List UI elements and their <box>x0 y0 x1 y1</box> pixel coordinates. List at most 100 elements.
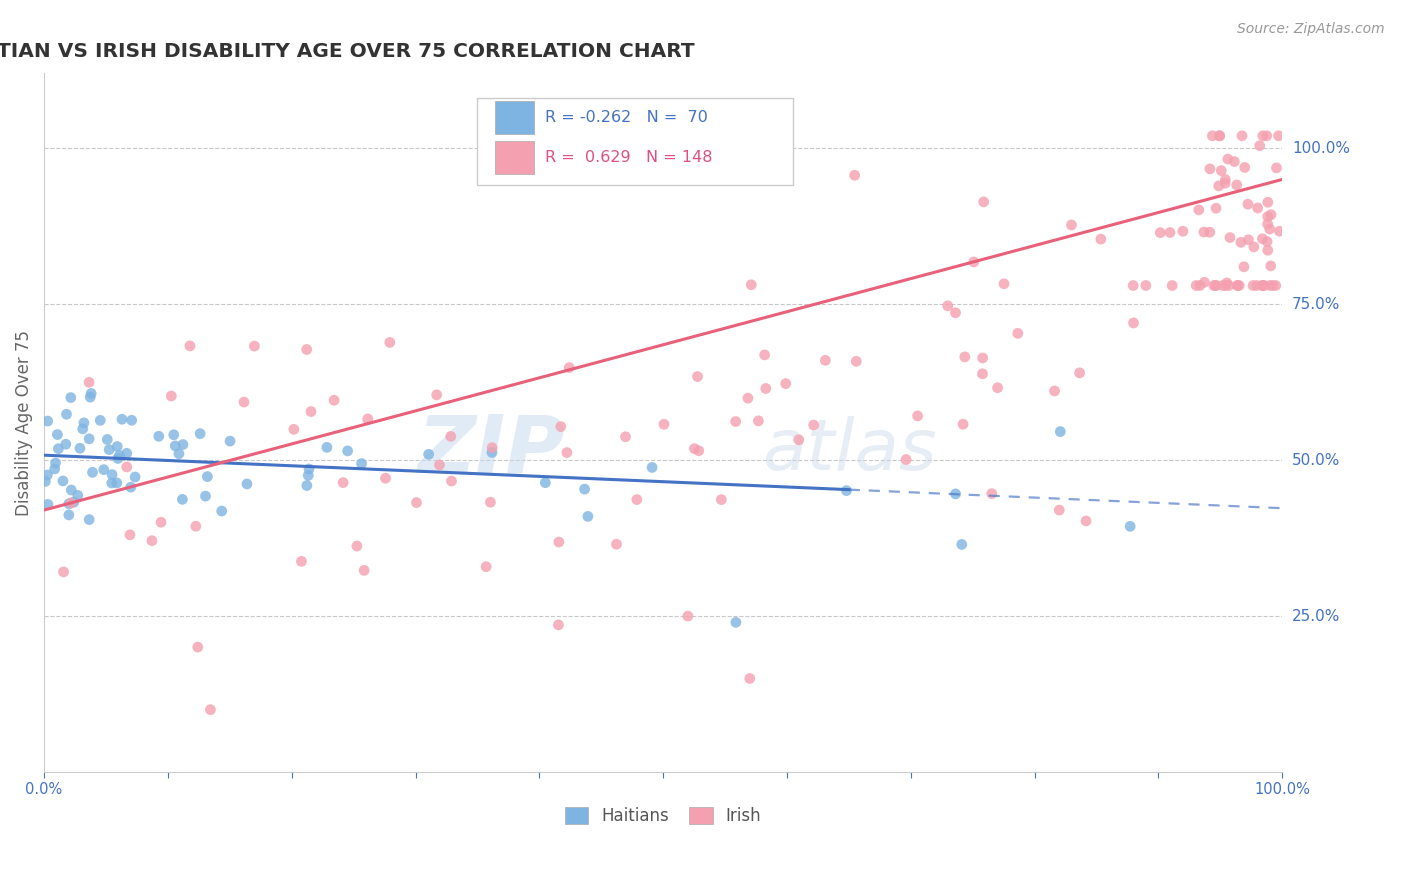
Point <box>77 512 100 526</box>
Point <box>1230 235 1253 250</box>
Point <box>1194 275 1216 289</box>
Point <box>1226 178 1249 192</box>
Point <box>479 495 502 509</box>
Point <box>1188 278 1211 293</box>
Point <box>724 415 747 429</box>
Text: 25.0%: 25.0% <box>1292 608 1340 624</box>
Point <box>1205 201 1227 215</box>
Point <box>1198 225 1220 239</box>
Point <box>211 504 233 518</box>
Point <box>688 443 710 458</box>
Point <box>1060 218 1083 232</box>
Point <box>357 412 380 426</box>
Point <box>121 413 143 427</box>
Point <box>945 306 967 320</box>
Point <box>105 440 128 454</box>
Point <box>1171 224 1194 238</box>
Point <box>111 412 134 426</box>
Text: 100.0%: 100.0% <box>1292 141 1350 156</box>
Point <box>1243 240 1265 254</box>
Point <box>179 339 201 353</box>
Text: HAITIAN VS IRISH DISABILITY AGE OVER 75 CORRELATION CHART: HAITIAN VS IRISH DISABILITY AGE OVER 75 … <box>0 42 695 61</box>
Point <box>844 168 866 182</box>
Point <box>755 381 778 395</box>
Point <box>1199 161 1222 176</box>
Point <box>775 376 797 391</box>
Point <box>316 441 339 455</box>
Point <box>295 343 318 357</box>
Point <box>233 395 256 409</box>
Point <box>101 467 124 482</box>
Point <box>118 528 141 542</box>
Point <box>710 492 733 507</box>
Point <box>172 437 194 451</box>
Point <box>299 404 322 418</box>
Point <box>950 537 973 551</box>
Point <box>200 703 222 717</box>
Point <box>60 496 83 510</box>
Point <box>350 457 373 471</box>
Point <box>332 475 354 490</box>
Point <box>172 492 194 507</box>
Point <box>160 389 183 403</box>
Point <box>184 519 207 533</box>
Point <box>243 339 266 353</box>
Point <box>93 463 115 477</box>
Text: ZIP: ZIP <box>416 412 564 490</box>
Point <box>1219 230 1241 244</box>
Point <box>124 470 146 484</box>
Point <box>555 445 578 459</box>
Point <box>1049 425 1071 439</box>
Point <box>323 393 346 408</box>
Point <box>58 497 80 511</box>
Point <box>1216 276 1239 290</box>
Point <box>219 434 242 448</box>
Point <box>79 390 101 404</box>
FancyBboxPatch shape <box>495 101 534 134</box>
Point <box>1251 232 1274 246</box>
Y-axis label: Disability Age Over 75: Disability Age Over 75 <box>15 330 32 516</box>
Point <box>1212 278 1234 293</box>
Point <box>547 535 569 549</box>
Text: 50.0%: 50.0% <box>1292 452 1340 467</box>
Point <box>803 418 825 433</box>
Point <box>72 422 94 436</box>
Point <box>534 475 557 490</box>
Point <box>44 456 66 470</box>
Point <box>1215 278 1237 293</box>
Point <box>754 348 776 362</box>
Point <box>550 419 572 434</box>
Point <box>1227 278 1250 293</box>
Point <box>1237 197 1260 211</box>
Point <box>724 615 747 630</box>
Point <box>1090 232 1112 246</box>
Point <box>290 554 312 568</box>
Point <box>1188 202 1211 217</box>
Point <box>148 429 170 443</box>
Point <box>115 446 138 460</box>
Point <box>1208 178 1230 193</box>
Point <box>60 483 83 497</box>
Text: Source: ZipAtlas.com: Source: ZipAtlas.com <box>1237 22 1385 37</box>
Point <box>195 469 218 483</box>
Point <box>686 369 709 384</box>
Point <box>336 444 359 458</box>
Point <box>907 409 929 423</box>
Point <box>187 640 209 654</box>
Point <box>1119 519 1142 533</box>
Point <box>972 351 994 365</box>
Point <box>1241 278 1264 293</box>
Point <box>108 449 131 463</box>
Point <box>52 565 75 579</box>
Point <box>1230 128 1253 143</box>
Point <box>1192 225 1215 239</box>
Point <box>1216 152 1239 166</box>
Point <box>1185 278 1208 293</box>
Point <box>737 391 759 405</box>
Point <box>787 433 810 447</box>
Point <box>120 480 142 494</box>
Point <box>987 381 1010 395</box>
Text: R = -0.262   N =  70: R = -0.262 N = 70 <box>546 110 709 125</box>
Point <box>1149 226 1171 240</box>
Point <box>1223 154 1246 169</box>
